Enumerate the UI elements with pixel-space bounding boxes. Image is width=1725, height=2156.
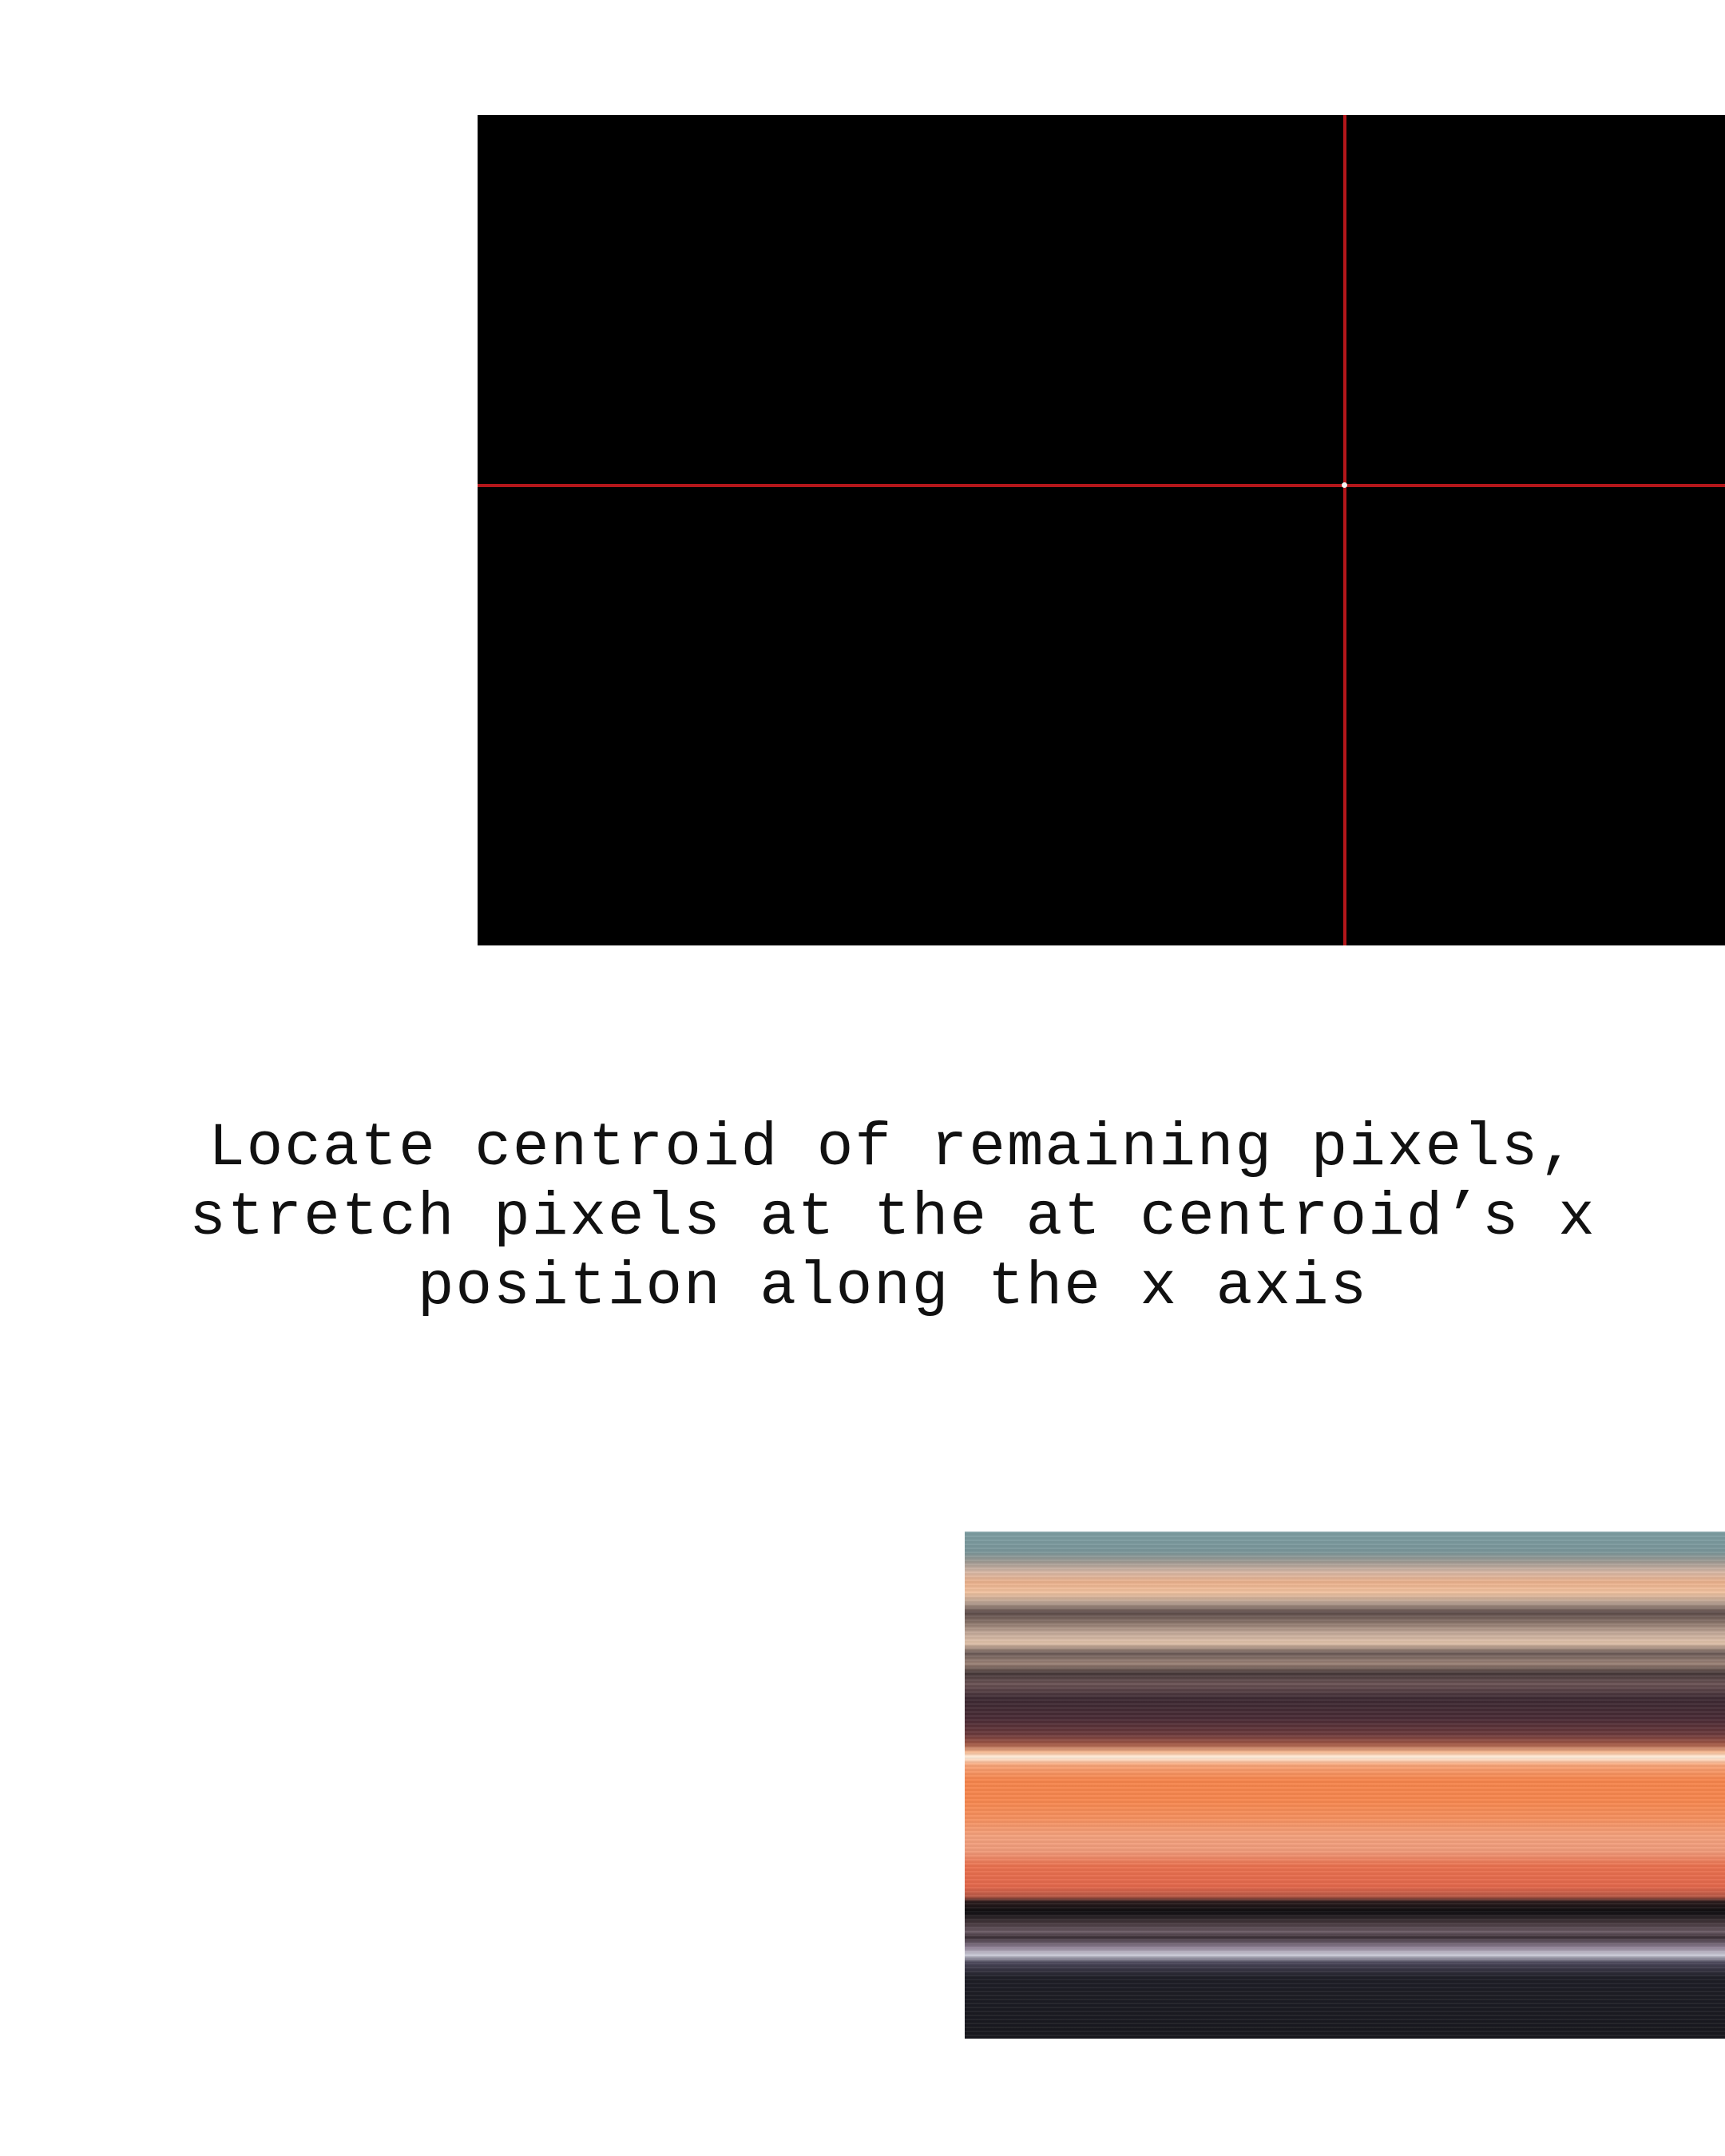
- crosshair-vertical-line: [1343, 115, 1346, 945]
- caption-line-3: position along the x axis: [417, 1253, 1369, 1322]
- caption-line-2: stretch pixels at the at centroid’s x: [189, 1183, 1596, 1252]
- centroid-panel: [478, 115, 1725, 945]
- centroid-point: [1342, 482, 1347, 488]
- caption: Locate centroid of remaining pixels, str…: [0, 1114, 1725, 1322]
- stretched-pixel-stripes-image: [965, 1532, 1725, 2039]
- caption-line-1: Locate centroid of remaining pixels,: [208, 1114, 1577, 1183]
- crosshair-horizontal-line: [478, 484, 1725, 487]
